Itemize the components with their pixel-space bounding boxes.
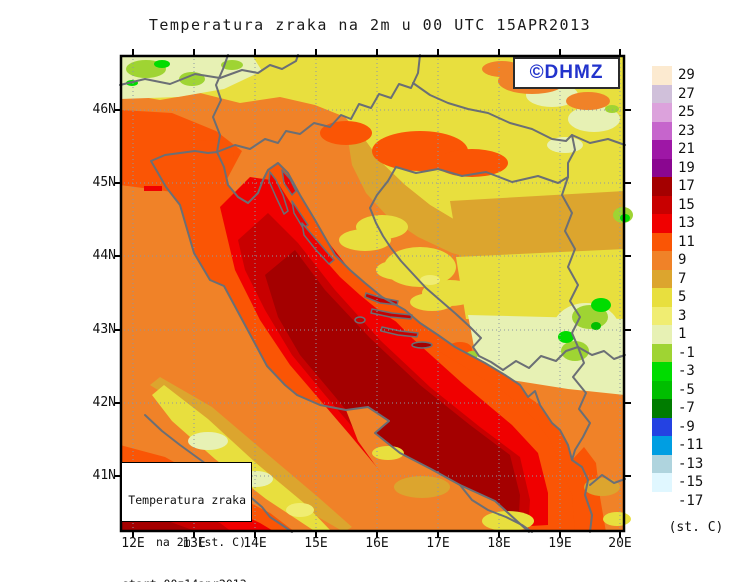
lat-label-44N: 44N — [92, 248, 116, 263]
lat-label-41N: 41N — [92, 468, 116, 483]
colorbar-label-13: 13 — [678, 215, 695, 232]
lat-label-46N: 46N — [92, 102, 116, 117]
border-italy-slovenia — [212, 54, 229, 153]
border-hungary-croatia — [412, 82, 626, 146]
colorbar-swatch-15 — [652, 195, 672, 214]
border-drina — [561, 176, 581, 348]
run-info-box: Temperatura zraka na 2m (st. C) start 00… — [121, 462, 252, 582]
colorbar-label--13: -13 — [678, 455, 704, 472]
colorbar-swatch-5 — [652, 288, 672, 307]
coastline-italy-adriatic — [150, 150, 530, 533]
colorbar-swatch-23 — [652, 121, 672, 140]
coastline-taranto-gulf — [459, 484, 533, 533]
colorbar-label--1: -1 — [678, 344, 695, 361]
country-borders — [119, 54, 626, 533]
lon-label-15E: 15E — [304, 536, 328, 551]
colorbar-label-9: 9 — [678, 252, 687, 269]
colorbar-swatch-11 — [652, 232, 672, 251]
page-title: Temperatura zraka na 2m u 00 UTC 15APR20… — [148, 16, 592, 34]
colorbar-label-1: 1 — [678, 326, 687, 343]
colorbar-swatch-29 — [652, 66, 672, 85]
colorbar-swatch--7 — [652, 399, 672, 418]
colorbar-swatch-17 — [652, 177, 672, 196]
lon-label-20E: 20E — [608, 536, 632, 551]
colorbar-swatch--1 — [652, 343, 672, 362]
lon-label-13E: 13E — [182, 536, 206, 551]
border-southeast-corner — [589, 474, 626, 486]
border-alps — [119, 54, 299, 86]
colorbar-swatch-9 — [652, 251, 672, 270]
colorbar-swatch-1 — [652, 325, 672, 344]
map-area: Temperatura zraka na 2m (st. C) start 00… — [114, 49, 633, 582]
coastline-croatia-montenegro — [216, 151, 593, 533]
lon-label-12E: 12E — [121, 536, 145, 551]
border-sava-bosnia-north — [395, 166, 569, 184]
colorbar-swatch--11 — [652, 436, 672, 455]
colorbar-swatch-13 — [652, 214, 672, 233]
colorbar-swatch--15 — [652, 473, 672, 492]
dhmz-logo-text: ©DHMZ — [529, 62, 604, 83]
colorbar-label-25: 25 — [678, 104, 695, 121]
colorbar-swatch-27 — [652, 84, 672, 103]
border-bosnia-west — [369, 166, 504, 371]
colorbar-label-23: 23 — [678, 122, 695, 139]
colorbar-swatch--13 — [652, 454, 672, 473]
colorbar-swatch--5 — [652, 380, 672, 399]
map-frame — [119, 54, 626, 533]
colorbar-label-5: 5 — [678, 289, 687, 306]
colorbar-label-21: 21 — [678, 141, 695, 158]
colorbar-swatch-25 — [652, 103, 672, 122]
dhmz-watermark: ©DHMZ — [513, 57, 620, 89]
lon-label-16E: 16E — [365, 536, 389, 551]
colorbar-label--5: -5 — [678, 381, 695, 398]
lon-label-18E: 18E — [487, 536, 511, 551]
colorbar-swatch--9 — [652, 417, 672, 436]
colorbar-label--7: -7 — [678, 400, 695, 417]
border-croatia-serbia — [567, 134, 576, 178]
info-line-3: start 00z14apr2013 — [122, 577, 247, 582]
colorbar-label--9: -9 — [678, 418, 695, 435]
colorbar-label-27: 27 — [678, 85, 695, 102]
colorbar-label--11: -11 — [678, 437, 704, 454]
info-line-2: na 2m (st. C) — [155, 535, 246, 549]
border-serbia-kosovo — [577, 346, 626, 360]
colorbar-swatch-7 — [652, 269, 672, 288]
colorbar-swatch-19 — [652, 158, 672, 177]
border-bosnia-south — [502, 346, 579, 371]
colorbar-label-19: 19 — [678, 159, 695, 176]
border-montenegro-albania — [571, 346, 591, 461]
lat-label-42N: 42N — [92, 395, 116, 410]
lat-label-43N: 43N — [92, 322, 116, 337]
colorbar-swatch-3 — [652, 306, 672, 325]
colorbar-label-15: 15 — [678, 196, 695, 213]
temperature-map — [114, 49, 633, 538]
temperature-colorbar: 29 27 25 23 21 19 17 15 13 11 9 7 5 3 1 -1 -3 -5 -7 -9 -11 -1… — [652, 66, 740, 536]
colorbar-label--15: -15 — [678, 474, 704, 491]
colorbar-swatch-21 — [652, 140, 672, 159]
info-line-1: Temperatura zraka — [128, 493, 246, 507]
colorbar-label-7: 7 — [678, 270, 687, 287]
colorbar-unit-label: (st. C) — [668, 520, 724, 535]
adriatic-islands — [268, 169, 433, 349]
colorbar-label--17: -17 — [678, 492, 704, 509]
colorbar-swatch--17 — [652, 491, 672, 510]
colorbar-label-17: 17 — [678, 178, 695, 195]
lat-label-45N: 45N — [92, 175, 116, 190]
lon-label-14E: 14E — [243, 536, 267, 551]
lon-label-19E: 19E — [548, 536, 572, 551]
colorbar-label-3: 3 — [678, 307, 687, 324]
lon-label-17E: 17E — [426, 536, 450, 551]
colorbar-label-29: 29 — [678, 67, 695, 84]
border-slovenia-croatia — [216, 54, 421, 153]
colorbar-label--3: -3 — [678, 363, 695, 380]
colorbar-label-11: 11 — [678, 233, 695, 250]
axis-ticks — [114, 49, 631, 538]
graticule-gridlines — [120, 55, 625, 532]
colorbar-swatch--3 — [652, 362, 672, 381]
